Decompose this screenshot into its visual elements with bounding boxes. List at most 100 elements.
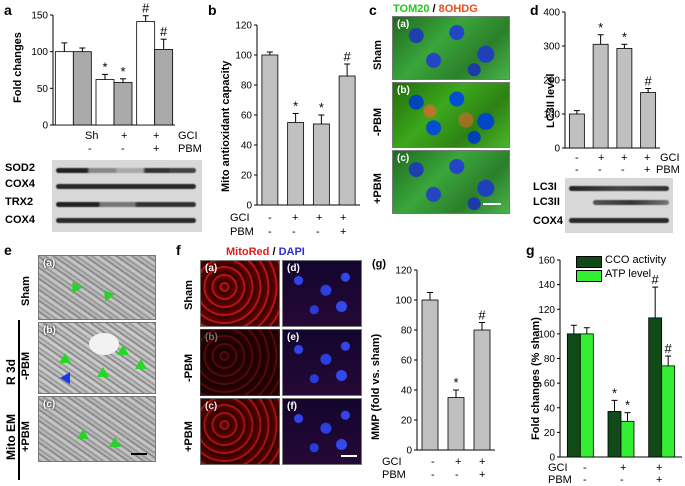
- panel-f-image-e: (e): [282, 329, 362, 396]
- panel-d-blot-lc3i: LC3I: [533, 181, 557, 193]
- panel-b-y-tick-label: 0: [246, 201, 252, 212]
- panel-b-pbm-0: -: [268, 226, 272, 238]
- panel-fg-y-tick-label: 120: [395, 266, 412, 277]
- panel-d-pbm-0: -: [575, 164, 579, 176]
- panel-e-row-plus-pbm: +PBM: [20, 421, 32, 452]
- panel-g-y-tick-label: 80: [544, 354, 556, 365]
- panel-g-pbm-2: +: [656, 474, 663, 486]
- legend-swatch-cco: [576, 256, 602, 268]
- panel-label-e: e: [4, 242, 12, 258]
- panel-b-bar: [261, 54, 279, 206]
- panel-f-sub-b: (b): [205, 332, 218, 343]
- panel-d-blot-cox4: COX4: [533, 215, 563, 227]
- panel-a-blot-cox4-2: COX4: [5, 214, 35, 226]
- mito-arrow-icon: [67, 278, 83, 294]
- panel-fg-gci-label: GCI: [382, 456, 402, 468]
- panel-b-y-tick-label: 80: [241, 81, 253, 92]
- panel-b-pbm-2: -: [316, 226, 320, 238]
- panel-g-y-tick-label: 60: [544, 379, 556, 390]
- panel-fg-y-tick-label: 0: [406, 446, 412, 457]
- panel-g-bar: [648, 317, 663, 458]
- panel-d-significance-mark: *: [622, 29, 627, 44]
- panel-a-chart: 0 50 100 150 * # * #: [31, 1, 175, 132]
- panel-b-y-tick-label: 120: [235, 21, 252, 32]
- panel-g-significance-mark: *: [625, 398, 630, 413]
- panel-d-y-tick-label: 100: [543, 110, 560, 121]
- panel-a-significance-mark: #: [142, 1, 150, 16]
- panel-g-y-tick-label: 20: [544, 428, 556, 439]
- panel-c-title-sep: /: [429, 3, 439, 15]
- panel-a-pbm-label: PBM: [178, 143, 202, 155]
- panel-fg-ylabel: MMP (fold vs. sham): [370, 333, 382, 440]
- mito-arrow-icon: [59, 353, 71, 363]
- panel-fg-significance-mark: #: [478, 308, 486, 323]
- panel-b-pbm-label: PBM: [230, 226, 254, 238]
- panel-fg-significance-mark: *: [453, 375, 458, 390]
- panel-e-side-mito-em: Mito EM: [4, 414, 18, 460]
- panel-c-sub-a: (a): [397, 19, 410, 30]
- panel-g-y-tick-label: 120: [538, 305, 555, 316]
- panel-b-y-tick-label: 60: [241, 111, 253, 122]
- panel-b-y-tick-label: 100: [235, 51, 252, 62]
- panel-c-image-sham: (a): [392, 16, 510, 80]
- panel-a-significance-mark: #: [160, 24, 168, 39]
- panel-a-pbm-2: +: [153, 143, 160, 155]
- panel-c-scale-bar: [483, 203, 501, 205]
- panel-a-bar: [154, 49, 174, 126]
- panel-a-pbm-0: -: [88, 143, 92, 155]
- panel-fg-chart: 0 20 40 60 80 100 120 * #: [395, 266, 495, 457]
- panel-f-sub-f: (f): [287, 401, 297, 412]
- panel-e-side-r3d: R 3d: [4, 358, 18, 385]
- panel-d-significance-mark: #: [645, 74, 653, 89]
- panel-fg-y-tick-label: 60: [401, 356, 413, 367]
- panel-fg-y-tick-label: 40: [401, 386, 413, 397]
- panel-f-scale-bar: [341, 455, 357, 457]
- panel-e-sub-a: (a): [43, 258, 56, 269]
- panel-b-significance-mark: #: [344, 49, 352, 64]
- panel-c-sub-c: (c): [397, 153, 410, 164]
- panel-f-row-sham: Sham: [183, 280, 195, 310]
- panel-g-significance-mark: *: [612, 385, 617, 400]
- panel-g-bar: [566, 333, 581, 458]
- panel-g-y-tick-label: 0: [549, 453, 555, 464]
- panel-d-bar: [568, 113, 585, 149]
- panel-d-bar: [616, 47, 633, 149]
- panel-g-gci-1: +: [620, 462, 627, 474]
- panel-f-image-d: (d): [282, 260, 362, 327]
- panel-fg-gci-2: +: [479, 456, 486, 468]
- panel-b-bar: [287, 122, 305, 206]
- legend-label-cco: CCO activity: [605, 254, 667, 266]
- legend-label-atp: ATP level: [605, 268, 652, 280]
- panel-c-title: TOM20 / 8OHDG: [393, 3, 478, 15]
- panel-f-image-b: (b): [200, 329, 280, 396]
- panel-f-image-a: (a): [200, 260, 280, 327]
- panel-b-gci-label: GCI: [230, 212, 250, 224]
- mito-arrow-icon: [109, 437, 121, 447]
- panel-e-sub-b: (b): [43, 325, 56, 336]
- panel-fg-y-tick-label: 100: [395, 296, 412, 307]
- panel-f-sub-e: (e): [287, 332, 300, 343]
- blue-arrow-icon: [60, 372, 70, 384]
- panel-a-gci-0: Sh: [85, 130, 99, 142]
- legend-swatch-atp: [576, 270, 602, 282]
- panel-c-sub-b: (b): [397, 85, 410, 96]
- panel-d-chart: 0 100 200 300 400 * * #: [543, 8, 660, 155]
- panel-f-title: MitoRed / DAPI: [226, 246, 305, 258]
- panel-a-y-tick-label: 100: [31, 47, 48, 58]
- panel-g-chart: 0 20 40 60 80 100 120 140 160 * # * #: [538, 256, 682, 464]
- panel-b-gci-0: -: [268, 212, 272, 224]
- panel-e-image-minus-pbm: (b): [38, 322, 156, 394]
- panel-c-title-8ohdg: 8OHDG: [438, 3, 478, 15]
- panel-a-blot-trx2: TRX2: [5, 196, 34, 208]
- panel-b-pbm-3: +: [340, 226, 347, 238]
- panel-fg-bar: [473, 329, 491, 451]
- panel-d-gci-3: +: [644, 152, 651, 164]
- panel-f-image-f: (f): [282, 398, 362, 465]
- panel-fg-pbm-label: PBM: [382, 469, 406, 481]
- panel-f-title-sep: /: [269, 246, 279, 258]
- panel-d-y-tick-label: 300: [543, 42, 560, 53]
- panel-f-sub-d: (d): [287, 263, 300, 274]
- panel-d-significance-mark: *: [598, 20, 603, 35]
- panel-fg-y-tick-label: 80: [401, 326, 413, 337]
- panel-g-gci-2: +: [656, 462, 663, 474]
